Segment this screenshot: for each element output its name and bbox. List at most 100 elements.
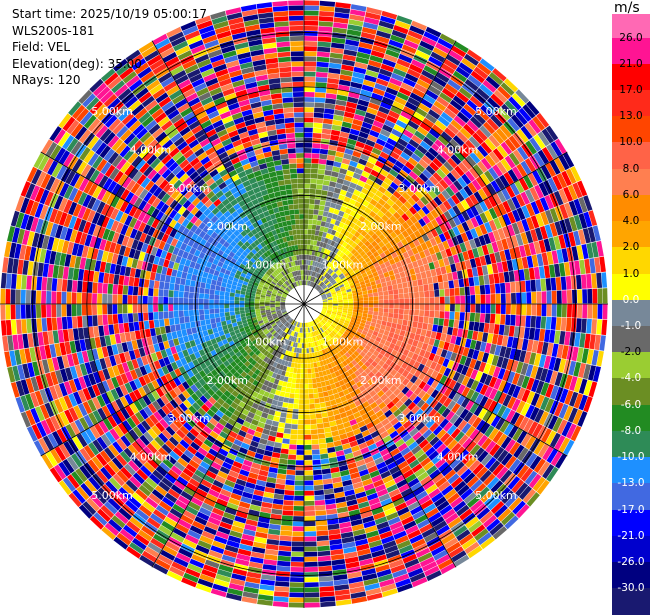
velocity-gate [465, 155, 477, 167]
velocity-gate [376, 110, 388, 120]
velocity-gate [459, 242, 467, 253]
velocity-gate [429, 361, 438, 370]
velocity-gate [395, 119, 408, 129]
velocity-gate [364, 240, 371, 247]
velocity-gate [350, 319, 356, 324]
velocity-gate [57, 329, 65, 343]
velocity-gate [331, 291, 337, 295]
velocity-gate [420, 242, 428, 251]
velocity-gate [409, 304, 415, 310]
velocity-gate [437, 242, 445, 252]
velocity-gate [492, 131, 504, 145]
velocity-gate [351, 123, 362, 131]
velocity-gate [309, 358, 314, 363]
velocity-gate [411, 59, 426, 70]
velocity-gate [417, 102, 431, 113]
velocity-gate [328, 528, 341, 535]
velocity-gate [320, 601, 336, 608]
velocity-gate [501, 103, 515, 118]
velocity-gate [496, 240, 504, 252]
velocity-gate [316, 525, 328, 531]
velocity-gate [282, 438, 290, 444]
velocity-gate [573, 393, 584, 409]
velocity-gate [422, 277, 428, 285]
velocity-gate [317, 236, 322, 242]
velocity-gate [363, 297, 369, 301]
velocity-gate [578, 229, 586, 245]
velocity-gate [351, 274, 357, 280]
velocity-gate [543, 355, 552, 369]
velocity-gate [339, 245, 345, 252]
velocity-gate [313, 271, 317, 277]
velocity-gate [408, 139, 420, 149]
velocity-gate [331, 37, 346, 44]
velocity-gate [479, 125, 492, 138]
velocity-gate [374, 222, 382, 230]
velocity-gate [328, 394, 335, 401]
velocity-gate [452, 254, 460, 264]
velocity-gate [443, 107, 457, 119]
velocity-gate [452, 327, 459, 337]
velocity-gate [475, 294, 481, 304]
velocity-gate [521, 304, 527, 316]
velocity-gate [520, 362, 529, 376]
velocity-gate [525, 230, 534, 244]
velocity-gate [325, 243, 331, 250]
velocity-gate [572, 304, 578, 318]
velocity-gate [377, 287, 383, 293]
velocity-gate [239, 304, 245, 308]
velocity-gate [381, 320, 387, 326]
velocity-gate [209, 313, 215, 319]
velocity-gate [366, 286, 372, 291]
velocity-gate [529, 187, 540, 201]
velocity-gate [401, 213, 410, 222]
velocity-gate [333, 319, 339, 324]
velocity-gate [591, 273, 597, 289]
velocity-gate [304, 56, 317, 62]
velocity-gate [492, 192, 502, 205]
velocity-gate [568, 200, 578, 216]
velocity-gate [313, 469, 322, 475]
velocity-gate [391, 349, 398, 357]
velocity-gate [319, 291, 325, 295]
velocity-gate [320, 263, 324, 269]
velocity-gate [348, 279, 354, 284]
velocity-gate [576, 274, 582, 290]
velocity-gate [320, 458, 330, 465]
velocity-gate [529, 137, 542, 152]
velocity-gate [460, 304, 466, 313]
velocity-gate [435, 251, 443, 261]
velocity-gate [310, 281, 314, 287]
velocity-gate [363, 116, 375, 125]
velocity-gate [393, 333, 400, 340]
velocity-gate [361, 287, 367, 292]
velocity-gate [398, 115, 410, 125]
velocity-gate [506, 359, 514, 371]
velocity-gate [359, 204, 367, 212]
velocity-gate [219, 308, 225, 313]
velocity-gate [346, 288, 352, 293]
velocity-gate [428, 262, 435, 270]
velocity-gate [343, 306, 348, 309]
velocity-gate [304, 343, 307, 348]
velocity-gate [342, 262, 348, 268]
velocity-gate [361, 187, 369, 195]
velocity-gate [51, 317, 58, 331]
velocity-gate [336, 292, 342, 296]
velocity-gate [291, 378, 297, 384]
velocity-gate [318, 565, 332, 572]
velocity-gate [412, 280, 418, 287]
velocity-gate [437, 356, 445, 366]
velocity-gate [393, 220, 402, 228]
velocity-gate [326, 310, 332, 313]
velocity-gate [545, 316, 552, 330]
velocity-gate [418, 172, 429, 183]
velocity-gate [334, 317, 340, 322]
velocity-gate [573, 230, 581, 246]
velocity-gate [460, 107, 473, 120]
velocity-gate [583, 364, 591, 380]
velocity-gate [439, 304, 445, 312]
velocity-gate [328, 245, 334, 251]
velocity-gate [313, 277, 317, 283]
velocity-gate [321, 463, 330, 470]
